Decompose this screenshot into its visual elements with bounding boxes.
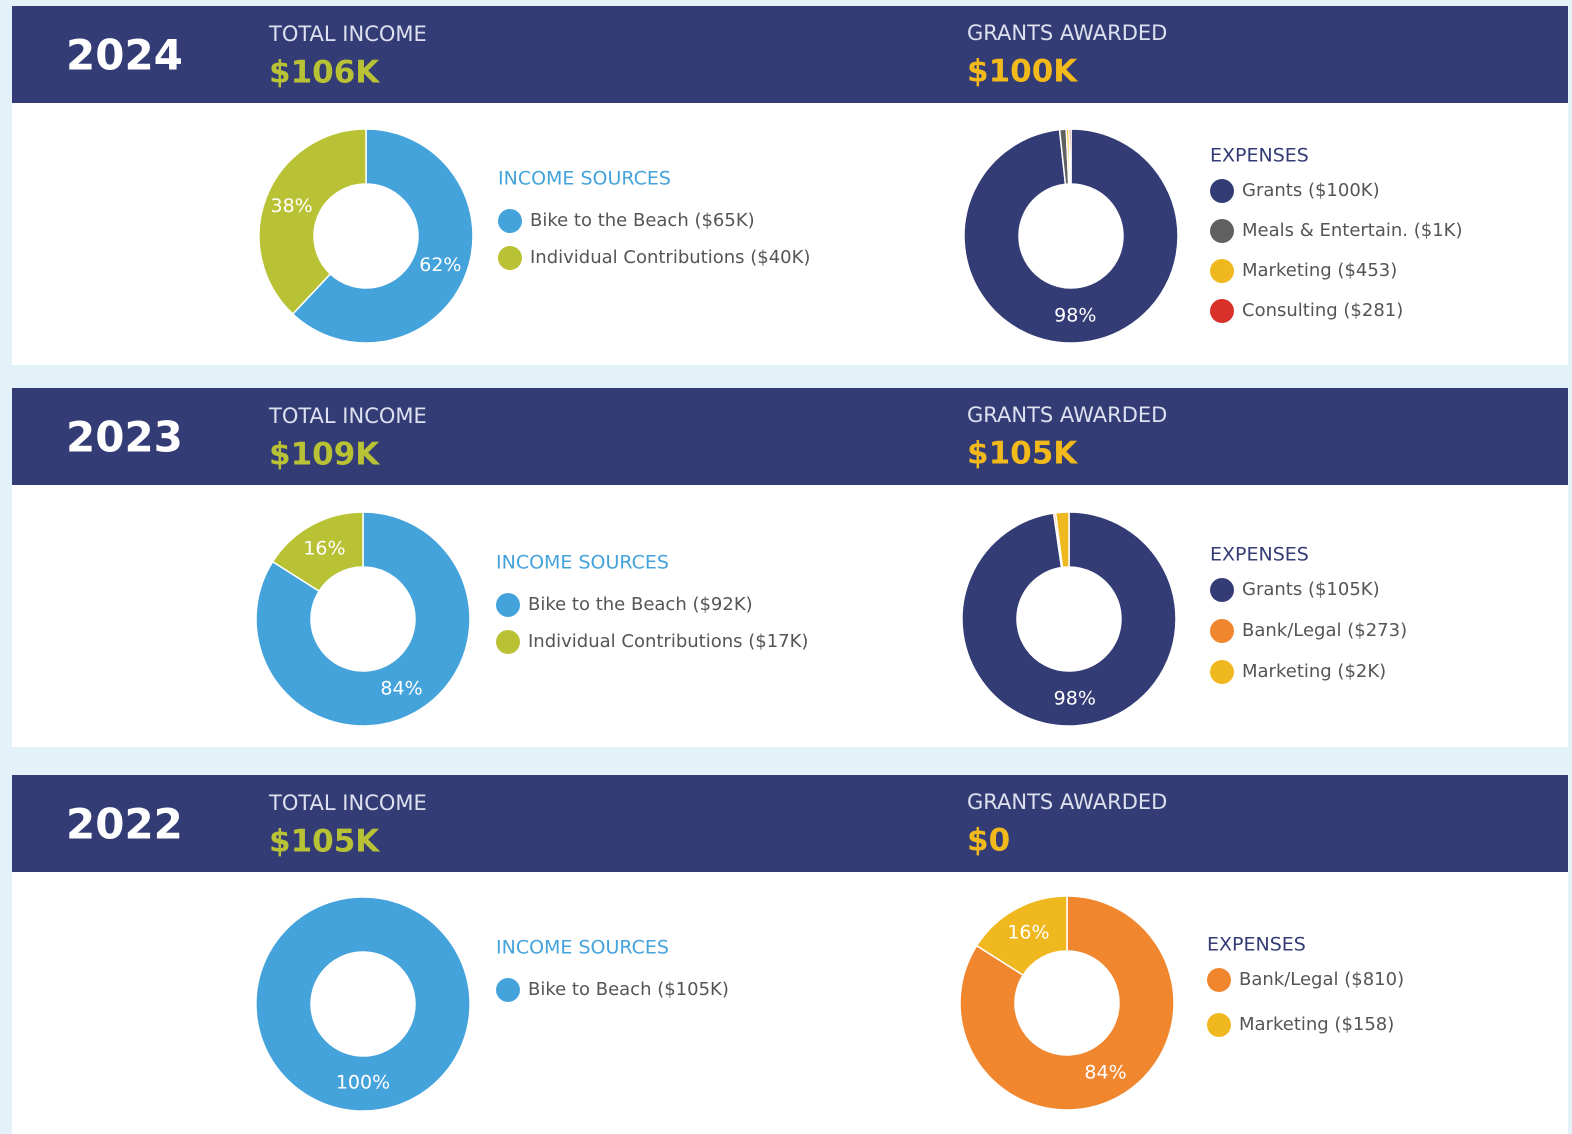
legend-swatch <box>498 246 522 270</box>
legend-swatch <box>1207 1013 1231 1037</box>
panel <box>12 872 1568 1134</box>
slice-label: 98% <box>1054 687 1096 709</box>
legend-label: Marketing ($158) <box>1239 1014 1394 1035</box>
legend-title: EXPENSES <box>1210 544 1309 566</box>
grants-label: GRANTS AWARDED <box>967 790 1167 814</box>
income-value: $105K <box>269 824 380 860</box>
legend-label: Individual Contributions ($17K) <box>528 631 808 652</box>
header-bar <box>12 6 1568 103</box>
slice-label: 84% <box>380 678 422 700</box>
income-label: TOTAL INCOME <box>268 404 427 428</box>
legend-swatch <box>1210 660 1234 684</box>
donut-slice <box>258 128 367 316</box>
donut-slice <box>959 895 1175 1111</box>
donut-slice <box>963 128 1179 344</box>
donut-slice <box>1054 511 1070 569</box>
year: 2024 <box>66 31 183 80</box>
legend-swatch <box>1210 179 1234 203</box>
donut-slice <box>271 511 364 593</box>
income-label: TOTAL INCOME <box>268 791 427 815</box>
slice-label: 84% <box>1084 1062 1126 1084</box>
donut-slice <box>255 511 471 727</box>
donut-slice <box>961 511 1177 727</box>
legend-swatch <box>1210 619 1234 643</box>
legend-swatch <box>1210 578 1234 602</box>
legend-title: INCOME SOURCES <box>496 552 669 574</box>
legend-label: Bank/Legal ($273) <box>1242 620 1407 641</box>
legend-label: Individual Contributions ($40K) <box>530 247 810 268</box>
legend-swatch <box>496 978 520 1002</box>
grants-value: $100K <box>967 54 1078 90</box>
legend-label: Meals & Entertain. ($1K) <box>1242 220 1463 241</box>
slice-label: 16% <box>303 537 345 559</box>
grants-value: $0 <box>967 823 1010 859</box>
year: 2022 <box>66 800 183 849</box>
legend-swatch <box>496 593 520 617</box>
grants-value: $105K <box>967 436 1078 472</box>
legend-label: Marketing ($2K) <box>1242 661 1386 682</box>
income-value: $106K <box>269 55 380 91</box>
legend-title: INCOME SOURCES <box>496 937 669 959</box>
slice-label: 98% <box>1054 304 1096 326</box>
legend-label: Grants ($100K) <box>1242 180 1380 201</box>
panel <box>12 485 1568 747</box>
legend-label: Bank/Legal ($810) <box>1239 969 1404 990</box>
income-value: $109K <box>269 437 380 473</box>
donut-slice <box>975 895 1068 977</box>
slice-label: 16% <box>1007 921 1049 943</box>
year: 2023 <box>66 413 183 462</box>
grants-label: GRANTS AWARDED <box>967 21 1167 45</box>
header-bar <box>12 388 1568 485</box>
slice-label: 38% <box>271 195 313 217</box>
legend-label: Bike to the Beach ($92K) <box>528 594 753 615</box>
donut-slice <box>1068 128 1072 185</box>
legend-label: Marketing ($453) <box>1242 260 1397 281</box>
legend-label: Grants ($105K) <box>1242 579 1380 600</box>
legend-title: EXPENSES <box>1210 145 1309 167</box>
legend-label: Bike to Beach ($105K) <box>528 979 729 1000</box>
slice-label: 62% <box>419 254 461 276</box>
legend-swatch <box>1210 219 1234 243</box>
legend-swatch <box>1207 968 1231 992</box>
income-label: TOTAL INCOME <box>268 22 427 46</box>
grants-label: GRANTS AWARDED <box>967 403 1167 427</box>
legend-swatch <box>496 630 520 654</box>
header-bar <box>12 775 1568 872</box>
donut-slice <box>291 128 474 344</box>
legend-swatch <box>1210 259 1234 283</box>
legend-swatch <box>1210 299 1234 323</box>
donut-slice <box>255 896 471 1112</box>
legend-title: INCOME SOURCES <box>498 168 671 190</box>
legend-label: Consulting ($281) <box>1242 300 1403 321</box>
legend-title: EXPENSES <box>1207 934 1306 956</box>
legend-swatch <box>498 209 522 233</box>
slice-label: 100% <box>336 1072 390 1094</box>
legend-label: Bike to the Beach ($65K) <box>530 210 755 231</box>
